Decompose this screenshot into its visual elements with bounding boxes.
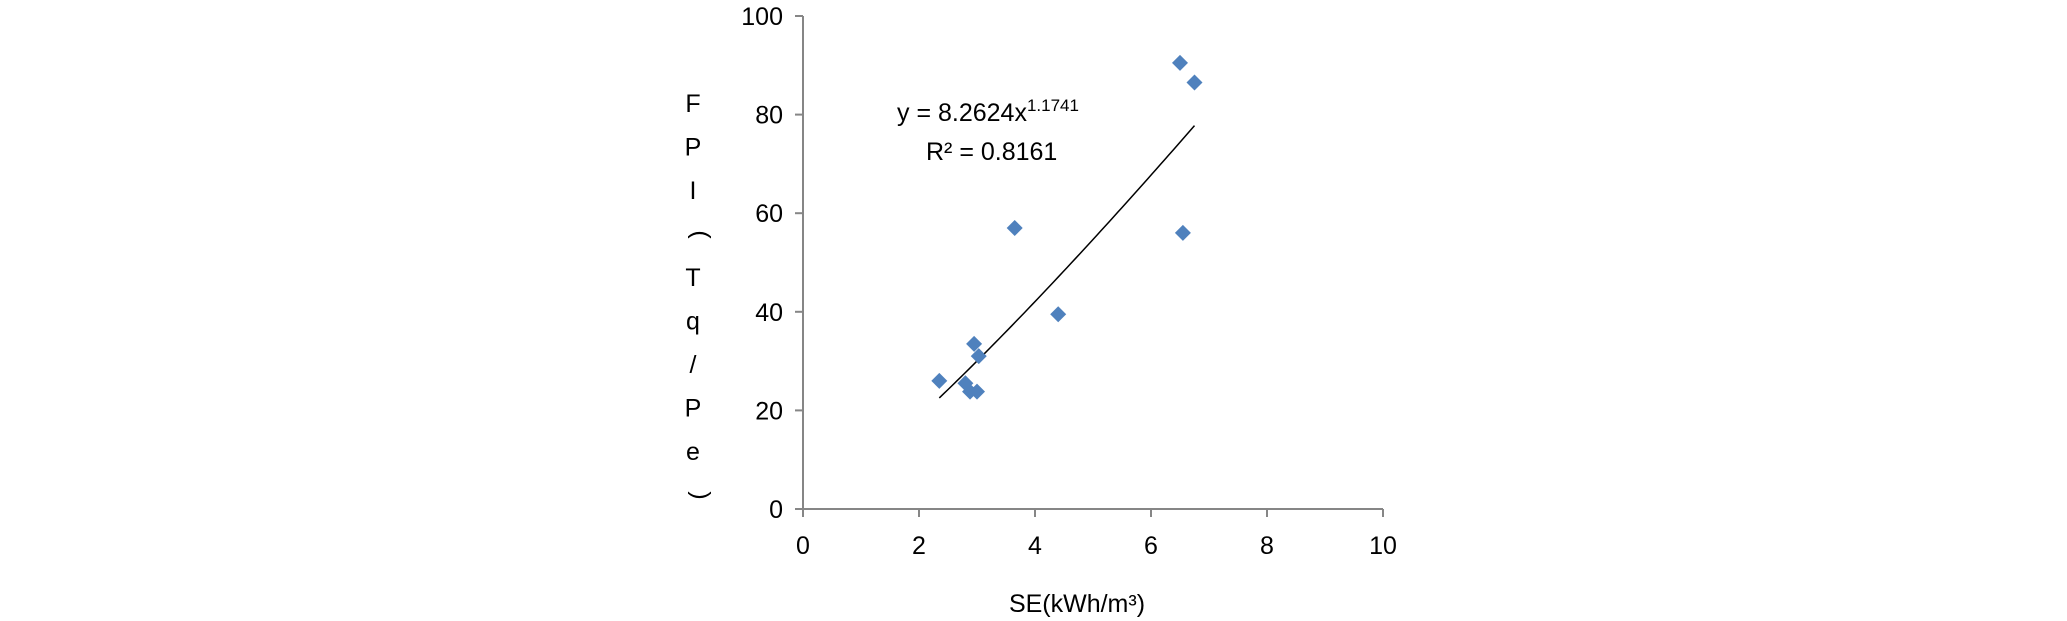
trendline-equation-text: y = 8.2624x1.1741 [897,96,1079,127]
x-tick-label: 4 [1028,532,1042,560]
y-axis-title: FPI(Tq/Pe) [685,90,715,500]
y-tick-label: 0 [769,496,783,524]
y-axis-title-char: / [690,351,697,379]
data-point [1174,224,1191,241]
data-point [1172,54,1188,71]
y-tick-label: 60 [755,200,783,228]
y-tick-label: 20 [755,397,783,425]
x-tick-label: 0 [796,532,810,560]
y-axis-title-char: e [686,438,700,466]
y-tick-label: 40 [755,299,783,327]
data-point [966,335,983,352]
y-axis-title-char: q [686,308,700,336]
r-squared-text: R² = 0.8161 [926,138,1057,166]
data-point [931,372,948,389]
data-points [931,54,1203,400]
y-tick-label: 80 [755,102,783,130]
x-tick-label: 8 [1260,532,1274,560]
x-tick-label: 6 [1144,532,1158,560]
x-axis-title: SE(kWh/m³) [1009,590,1145,618]
y-axis-title-char: F [685,90,700,118]
y-axis-title-char: P [685,395,702,423]
y-axis-title-char: T [685,264,700,292]
x-tick-label: 2 [912,532,926,560]
y-axis-title-char: ( [687,230,715,239]
equation-exponent: 1.1741 [1027,96,1079,115]
trendline-equation: y = 8.2624x1.1741 R² = 0.8161 [897,96,1079,166]
y-tick-label: 100 [741,3,783,31]
axes [802,16,1383,510]
data-point [1186,74,1203,91]
x-tick-label: 10 [1369,532,1397,560]
y-axis-title-char: P [685,134,702,162]
data-point [1050,306,1067,323]
y-axis-title-char: ) [687,491,715,499]
x-ticks: 0 2 4 6 8 10 [796,509,1397,560]
data-point [1006,219,1023,236]
data-point [969,383,985,400]
y-ticks: 0 20 40 60 80 100 [741,3,803,524]
y-axis-title-char: I [690,177,697,205]
data-point [970,348,987,365]
equation-prefix: y = 8.2624x [897,99,1027,127]
